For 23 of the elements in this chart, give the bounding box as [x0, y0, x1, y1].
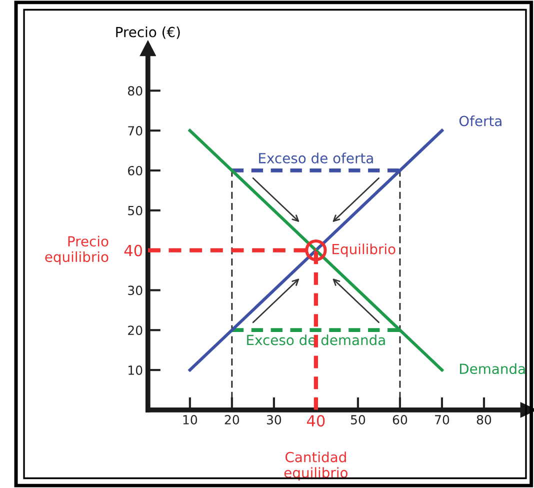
series-label: Equilibrio	[332, 244, 396, 258]
x-tick-label: 10	[183, 415, 198, 424]
x-tick-label: 30	[266, 415, 282, 424]
y-tick-label: 70	[128, 126, 142, 136]
y-tick-label: 80	[128, 86, 142, 96]
x-tick-label: 60	[392, 415, 408, 424]
series-label: Demanda	[460, 363, 525, 374]
x-tick-label: 70	[435, 415, 450, 424]
y-tick-label: 60	[128, 166, 142, 176]
y-tick-label: 10	[128, 365, 142, 375]
x-tick-label: 80	[476, 415, 492, 424]
y-tick-label: 30	[128, 286, 142, 296]
y-tick-label: 50	[128, 206, 142, 216]
series-label: Oferta	[459, 116, 502, 126]
ref-line-label: Precio equilibrio	[45, 236, 108, 265]
y-tick-label: 20	[128, 326, 142, 336]
x-tick-label: 20	[224, 415, 240, 424]
y-tick-label: 40	[124, 244, 142, 256]
ref-line-label: Cantidad equilibrio	[284, 452, 348, 481]
y-axis-title: Precio (€)	[116, 26, 180, 39]
x-tick-label: 40	[306, 415, 325, 427]
x-tick-label: 50	[350, 415, 366, 424]
series-label: Exceso de oferta	[259, 152, 373, 164]
